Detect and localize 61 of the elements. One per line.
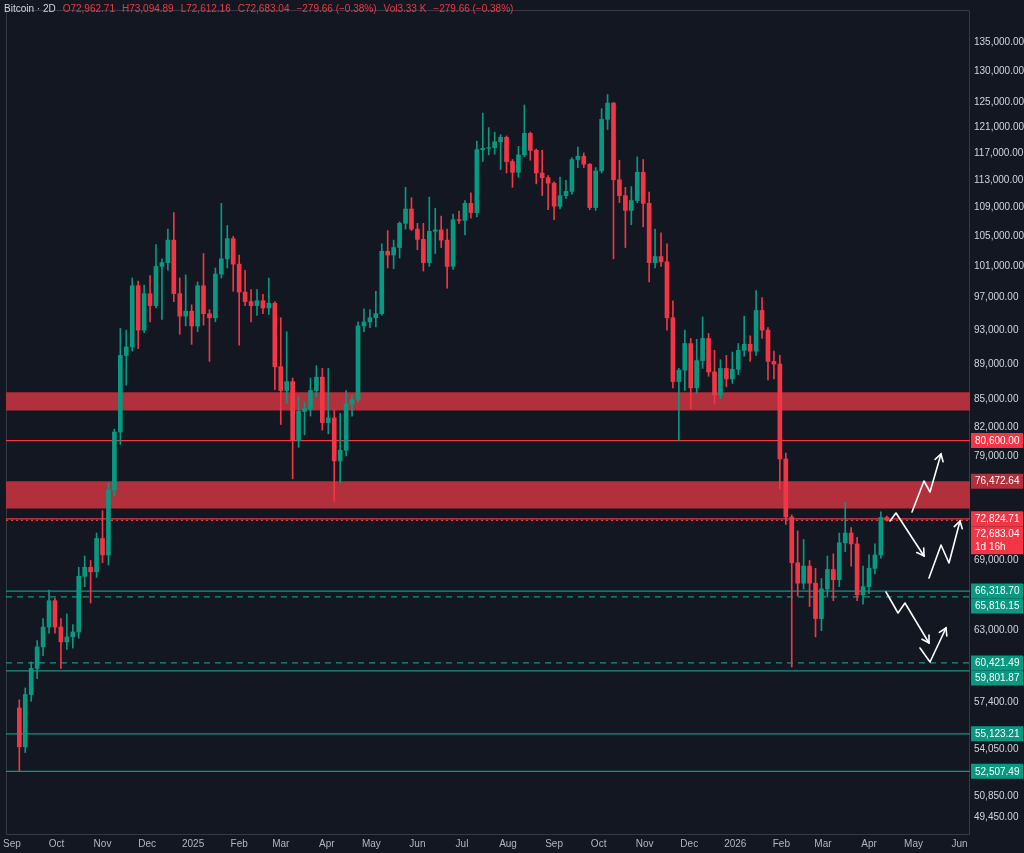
x-tick-label: Feb — [230, 837, 249, 849]
x-tick-label: Dec — [138, 837, 156, 849]
x-tick-label: Feb — [772, 837, 791, 849]
annotation: C72,683.04 — [237, 3, 290, 14]
ref-line-label: 80,600.00 — [975, 434, 1020, 446]
y-tick-label: 135,000.00 — [974, 36, 1024, 48]
y-tick-label: 93,000.00 — [974, 323, 1019, 335]
band-label: 76,472.64 — [975, 475, 1020, 487]
y-tick-label: 49,450.00 — [974, 811, 1019, 823]
y-tick-label: 82,000.00 — [974, 421, 1019, 433]
x-tick-label: Oct — [48, 837, 65, 849]
y-tick-label: 117,000.00 — [974, 146, 1024, 158]
ref-line-label: 60,421.49 — [975, 657, 1020, 669]
annotation: Vol3.33 K — [383, 3, 427, 14]
y-tick-label: 50,850.00 — [974, 789, 1019, 801]
y-tick-label: 113,000.00 — [974, 173, 1024, 185]
annotation: −279.66 (−0.38%) — [433, 3, 514, 14]
ref-line-label: 65,816.15 — [975, 600, 1020, 612]
y-tick-label: 101,000.00 — [974, 260, 1024, 272]
chart-title: Bitcoin · 2D — [4, 3, 56, 14]
ref-line-label: 72,683.04 1d 16h — [975, 528, 1020, 553]
x-tick-label: Nov — [93, 837, 112, 849]
y-tick-label: 85,000.00 — [974, 393, 1019, 405]
annotation: L72,612.16 — [180, 3, 231, 14]
y-tick-label: 57,400.00 — [974, 696, 1019, 708]
x-tick-label: 2025 — [181, 837, 205, 849]
y-tick-label: 109,000.00 — [974, 201, 1024, 213]
x-tick-label: Mar — [814, 837, 833, 849]
y-tick-label: 63,000.00 — [974, 624, 1019, 636]
x-tick-label: Sep — [545, 837, 564, 849]
ref-line-label: 55,123.21 — [975, 728, 1020, 740]
ref-line-label: 59,801.87 — [975, 672, 1020, 684]
x-tick-label: May — [904, 837, 924, 849]
y-tick-label: 54,050.00 — [974, 742, 1019, 754]
x-tick-label: Apr — [861, 837, 878, 849]
annotation: −279.66 (−0.38%) — [296, 3, 377, 14]
x-tick-label: Apr — [319, 837, 336, 849]
y-tick-label: 97,000.00 — [974, 291, 1019, 303]
x-tick-label: May — [361, 837, 381, 849]
x-tick-label: 2026 — [724, 837, 747, 849]
x-tick-label: Mar — [272, 837, 291, 849]
y-tick-label: 125,000.00 — [974, 95, 1024, 107]
annotation: H73,094.89 — [121, 3, 174, 14]
x-tick-label: Aug — [499, 837, 517, 849]
y-tick-label: 130,000.00 — [974, 65, 1024, 77]
x-tick-label: Nov — [635, 837, 654, 849]
x-tick-label: Oct — [590, 837, 607, 849]
y-tick-label: 79,000.00 — [974, 449, 1019, 461]
y-tick-label: 69,000.00 — [974, 554, 1019, 566]
y-tick-label: 89,000.00 — [974, 357, 1019, 369]
x-tick-label: Jul — [455, 837, 469, 849]
x-tick-label: Sep — [3, 837, 22, 849]
y-tick-label: 121,000.00 — [974, 120, 1024, 132]
y-tick-label: 105,000.00 — [974, 230, 1024, 242]
x-tick-label: Dec — [680, 837, 699, 849]
annotation: O72,962.71 — [62, 3, 115, 14]
x-tick-label: Jun — [951, 837, 968, 849]
ref-line-label: 72,824.71 — [975, 513, 1020, 525]
x-tick-label: Jun — [409, 837, 426, 849]
ref-line-label: 52,507.49 — [975, 765, 1020, 777]
ref-line-label: 66,318.70 — [975, 585, 1020, 597]
